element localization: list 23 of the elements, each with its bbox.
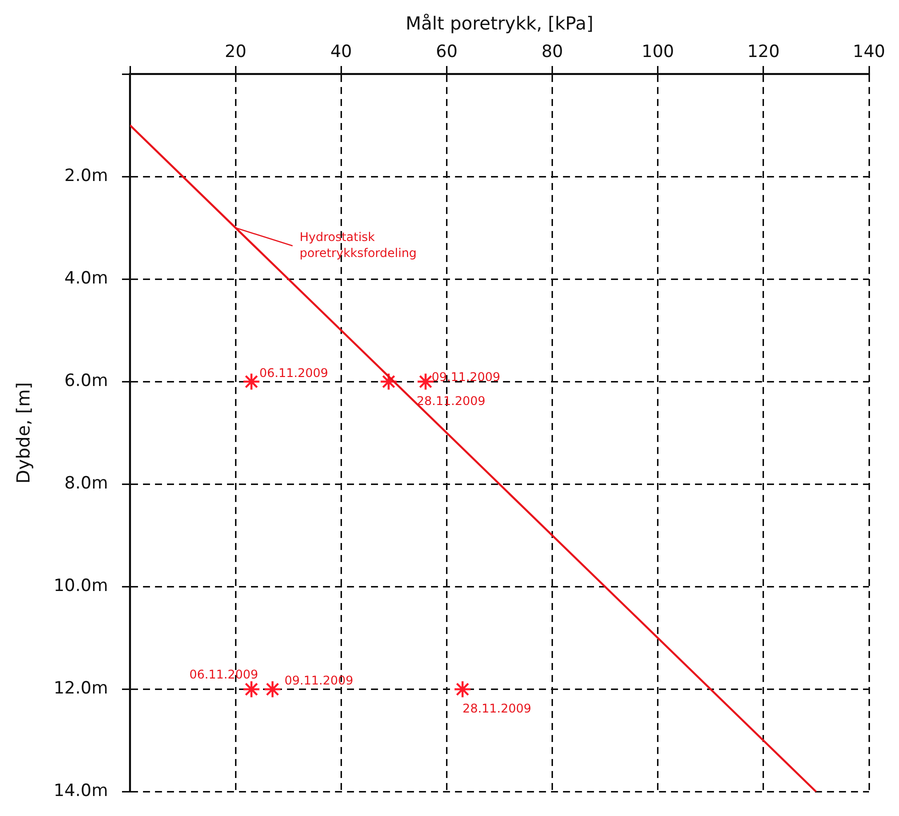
annotation: Hydrostatisk poretrykksfordeling — [300, 230, 417, 260]
y-tick-label: 8.0m — [64, 474, 108, 494]
annotation: 09.11.2009 — [284, 673, 354, 688]
y-tick-label: 2.0m — [64, 166, 108, 186]
y-axis-title: Dybde, [m] — [13, 382, 34, 484]
annotation: 06.11.2009 — [259, 366, 328, 380]
annotation: 28.11.2009 — [462, 701, 532, 716]
x-tick-label: 60 — [436, 42, 458, 62]
x-tick-label: 100 — [642, 42, 674, 62]
x-tick-label: 40 — [330, 42, 352, 62]
y-tick-label: 12.0m — [54, 678, 108, 699]
annotation: 09.11.2009 — [432, 370, 500, 384]
x-tick-label: 140 — [852, 42, 886, 62]
x-tick-label: 120 — [747, 42, 780, 62]
y-tick-label: 14.0m — [54, 781, 108, 802]
x-axis-title: Målt poretrykk, [kPa] — [406, 13, 594, 34]
annotation: 06.11.2009 — [189, 667, 258, 682]
x-tick-label: 80 — [541, 42, 564, 62]
annotation: 28.11.2009 — [416, 394, 486, 408]
y-tick-label: 6.0m — [64, 371, 108, 392]
x-tick-label: 20 — [224, 42, 246, 62]
y-tick-label: 10.0m — [54, 576, 108, 596]
y-tick-label: 4.0m — [64, 268, 108, 289]
